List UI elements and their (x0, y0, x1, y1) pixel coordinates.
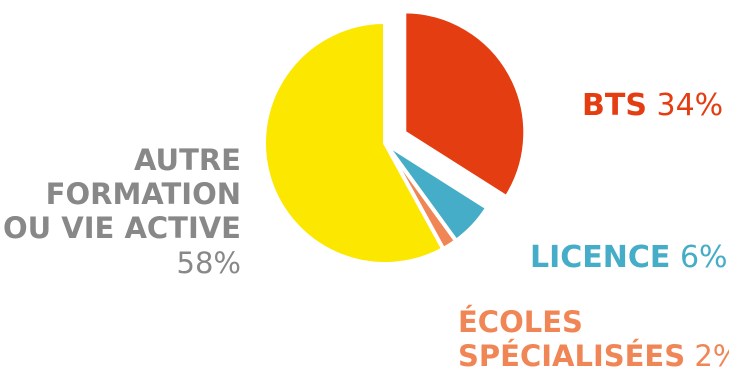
ecoles-value: 2% (694, 339, 729, 374)
autre-label-line1: AUTRE (133, 143, 241, 177)
licence-label: LICENCE (530, 240, 671, 275)
bts-value: 34% (656, 88, 724, 123)
autre-label-line2: FORMATION (45, 177, 241, 212)
licence-value: 6% (679, 240, 728, 275)
bts-label: BTS (582, 88, 647, 123)
slice-label-ecoles: ÉCOLES SPÉCIALISÉES 2% (458, 305, 729, 373)
slice-label-bts: BTS 34% (582, 88, 723, 123)
autre-label-line3: OU VIE ACTIVE (3, 211, 241, 246)
ecoles-label-line1: ÉCOLES (458, 305, 583, 339)
ecoles-label-line2: SPÉCIALISÉES (458, 339, 686, 374)
pie-slice-3 (262, 20, 446, 266)
autre-value: 58% (176, 245, 241, 280)
pie-slice-0 (402, 9, 528, 200)
slice-label-licence: LICENCE 6% (530, 240, 728, 275)
slice-label-autre: AUTRE FORMATION OU VIE ACTIVE 58% (3, 143, 241, 280)
